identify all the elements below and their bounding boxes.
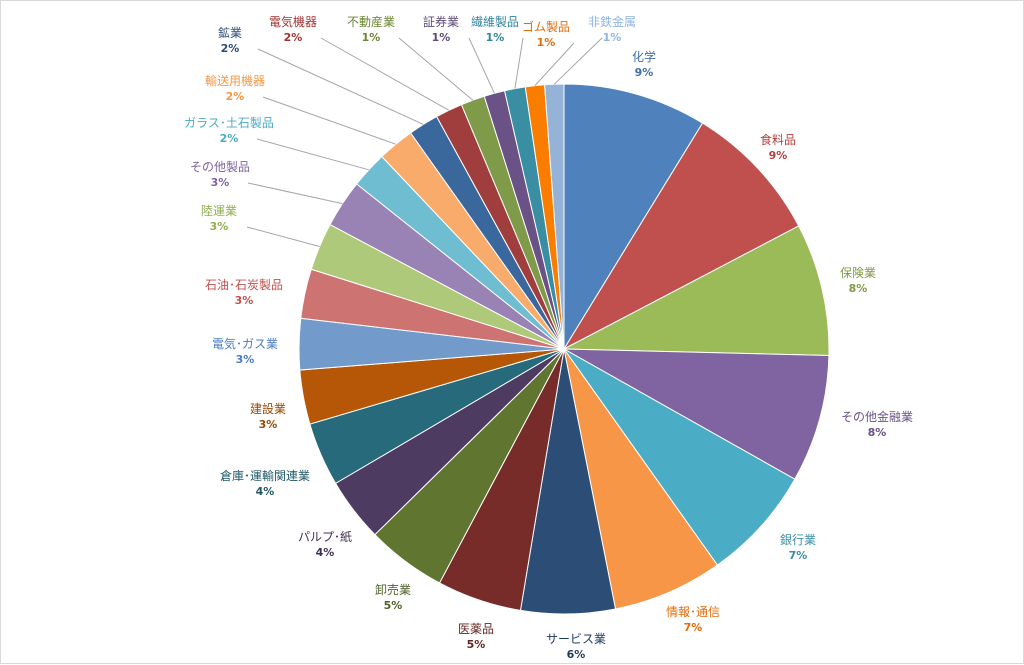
leader-line <box>468 37 495 94</box>
pie-slice <box>563 83 704 351</box>
slice-label: 卸売業 <box>375 582 411 597</box>
slice-percent: 1% <box>603 31 622 44</box>
slice-percent: 3% <box>210 220 229 233</box>
slice-percent: 1% <box>362 31 381 44</box>
slice-percent: 1% <box>432 31 451 44</box>
pie-slice <box>562 122 800 351</box>
slice-percent: 3% <box>236 353 255 366</box>
leader-line <box>262 96 396 145</box>
slice-label: 非鉄金属 <box>588 14 636 29</box>
slice-label: 保険業 <box>840 266 876 280</box>
slice-label: 建設業 <box>250 401 286 416</box>
slice-percent: 7% <box>684 621 703 634</box>
slice-label: 輸送用機器 <box>205 73 265 88</box>
leader-line <box>320 37 450 111</box>
leader-line <box>398 37 474 101</box>
leader-line <box>247 182 343 205</box>
slice-percent: 2% <box>284 31 303 44</box>
slice-label: ガラス･土石製品 <box>184 116 274 130</box>
slice-percent: 9% <box>769 149 788 162</box>
slice-percent: 5% <box>384 599 403 612</box>
slice-label: 食料品 <box>760 132 796 147</box>
slice-percent: 1% <box>537 36 556 49</box>
leader-line <box>514 37 524 89</box>
slice-percent: 3% <box>211 176 230 189</box>
leader-line <box>553 37 603 85</box>
slice-percent: 4% <box>316 546 335 559</box>
pie-slice <box>562 225 830 356</box>
leader-line <box>257 48 424 125</box>
slice-percent: 5% <box>467 638 486 651</box>
slice-label: サービス業 <box>546 632 606 646</box>
slice-label: 証券業 <box>423 14 459 29</box>
slice-label: 石油･石炭製品 <box>205 278 283 292</box>
slice-label: 電気･ガス業 <box>212 336 278 351</box>
slice-label: ゴム製品 <box>522 19 570 34</box>
slice-percent: 2% <box>226 90 245 103</box>
slice-percent: 3% <box>259 418 278 431</box>
slice-percent: 7% <box>789 549 808 562</box>
slice-percent: 4% <box>256 485 275 498</box>
slice-label: 医薬品 <box>458 622 494 636</box>
leader-line <box>534 42 575 86</box>
slice-percent: 8% <box>868 426 887 439</box>
slice-percent: 6% <box>567 648 586 661</box>
leader-line <box>246 226 320 247</box>
slice-label: 鉱業 <box>218 25 242 40</box>
slice-label: 繊維製品 <box>471 15 519 29</box>
slice-percent: 3% <box>235 294 254 307</box>
leader-line <box>256 138 369 171</box>
slice-label: パルプ･紙 <box>298 529 352 544</box>
slice-percent: 2% <box>220 132 239 145</box>
slice-percent: 8% <box>849 282 868 295</box>
slice-label: その他金融業 <box>841 409 913 424</box>
slice-label: 陸運業 <box>201 204 237 218</box>
slice-percent: 2% <box>221 42 240 55</box>
slice-percent: 9% <box>635 66 654 79</box>
pie-slice <box>563 348 719 610</box>
slice-label: 銀行業 <box>780 533 816 547</box>
slice-label: 情報･通信 <box>666 605 720 619</box>
slice-label: 不動産業 <box>347 14 395 29</box>
slice-label: 化学 <box>632 49 656 64</box>
slice-label: その他製品 <box>190 160 250 174</box>
slice-label: 電気機器 <box>269 14 317 29</box>
slice-label: 倉庫･運輸関連業 <box>220 468 310 483</box>
pie-slice <box>563 348 796 566</box>
pie-slice <box>563 348 830 480</box>
slice-percent: 1% <box>486 31 505 44</box>
